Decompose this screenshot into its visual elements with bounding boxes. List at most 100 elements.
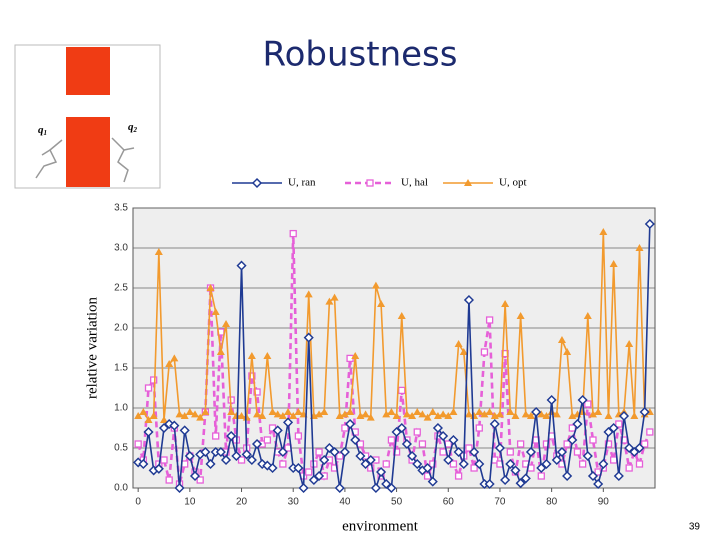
obstacle	[66, 117, 110, 187]
point	[557, 336, 566, 343]
point	[547, 408, 556, 415]
point	[526, 412, 535, 419]
point	[232, 412, 241, 419]
point	[542, 440, 551, 448]
point	[216, 348, 225, 355]
point	[443, 454, 454, 466]
y-tick-label: 1.0	[114, 403, 128, 414]
point	[160, 416, 169, 423]
point	[289, 229, 297, 238]
point	[355, 450, 366, 462]
point	[501, 300, 510, 307]
point	[325, 297, 334, 305]
point	[449, 408, 458, 415]
point	[284, 408, 293, 415]
point	[604, 440, 613, 448]
series	[133, 218, 655, 494]
point	[226, 430, 237, 442]
point	[345, 418, 356, 430]
legend-marker	[366, 179, 374, 187]
point	[144, 384, 153, 392]
point	[315, 448, 323, 456]
point	[510, 465, 521, 476]
point	[480, 410, 489, 418]
point	[241, 449, 252, 460]
x-tick-label: 80	[546, 497, 558, 508]
point	[138, 458, 149, 470]
point	[454, 340, 463, 347]
point	[563, 440, 571, 448]
point	[520, 473, 531, 484]
robot-arm	[35, 139, 63, 179]
label-sub: 1	[44, 129, 48, 137]
point	[144, 416, 153, 423]
point	[304, 290, 313, 298]
point	[227, 408, 236, 415]
page-number: 39	[689, 522, 701, 533]
point	[613, 470, 624, 482]
point	[206, 284, 215, 291]
point	[469, 446, 480, 458]
point	[308, 474, 319, 486]
point	[615, 420, 623, 428]
point	[220, 454, 232, 466]
point	[464, 410, 473, 418]
point	[475, 408, 484, 415]
point	[463, 294, 475, 306]
point	[458, 458, 469, 470]
point	[346, 408, 355, 415]
x-tick-label: 10	[184, 497, 196, 508]
point	[201, 408, 210, 415]
point	[382, 410, 391, 418]
point	[387, 436, 396, 444]
point	[381, 478, 392, 490]
point	[573, 448, 582, 456]
point	[444, 412, 453, 419]
point	[500, 474, 511, 486]
config-label: q1	[38, 124, 47, 137]
point	[546, 394, 557, 406]
point	[387, 408, 396, 415]
x-tick-label: 60	[443, 497, 455, 508]
point	[593, 478, 604, 490]
point	[165, 476, 173, 484]
point	[562, 470, 573, 482]
series-line	[136, 233, 652, 485]
robot-figure: q1 q2	[14, 44, 161, 189]
point	[429, 460, 437, 468]
point	[516, 312, 525, 319]
point	[634, 442, 645, 454]
point	[582, 450, 593, 462]
point	[180, 412, 189, 419]
point	[175, 410, 184, 418]
point	[185, 408, 194, 415]
point	[169, 420, 180, 431]
series-line	[137, 223, 651, 490]
point	[319, 454, 330, 466]
point	[212, 432, 220, 440]
point	[253, 388, 261, 396]
point	[398, 386, 406, 395]
point	[160, 456, 168, 464]
point	[609, 260, 618, 267]
point	[515, 478, 526, 489]
point	[397, 312, 406, 319]
point	[313, 470, 325, 482]
point	[278, 412, 287, 419]
point	[139, 408, 148, 415]
point	[506, 448, 514, 456]
point	[542, 412, 551, 419]
point	[174, 482, 185, 494]
point	[350, 434, 361, 446]
point	[427, 476, 438, 487]
point	[170, 354, 179, 362]
point	[329, 446, 340, 458]
point	[268, 408, 277, 415]
point	[391, 426, 402, 438]
point	[196, 476, 204, 484]
point	[583, 312, 592, 319]
point	[330, 293, 339, 301]
x-tick-label: 50	[391, 497, 403, 508]
point	[248, 372, 256, 380]
